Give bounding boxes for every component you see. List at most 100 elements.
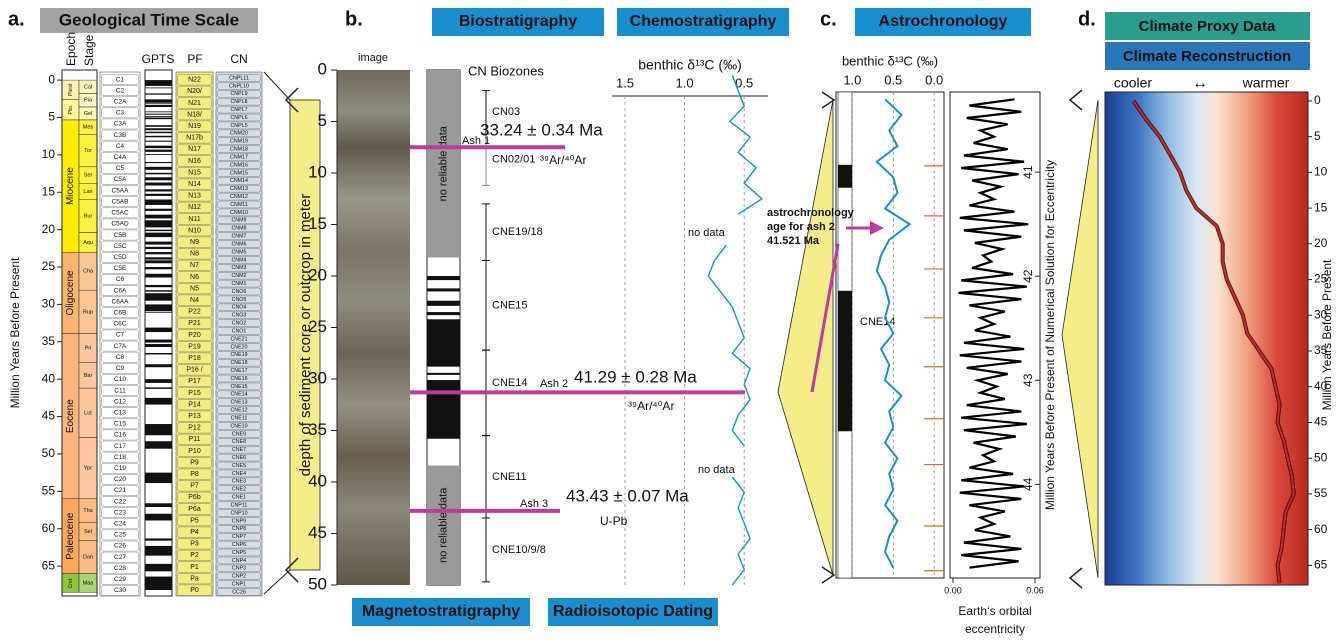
cn-zone-label: CNE20 xyxy=(230,344,247,350)
section-header: Magnetostratigraphy xyxy=(362,603,520,620)
cn-zone-label: CNPL9 xyxy=(230,91,247,97)
y-tick-label: 0 xyxy=(48,72,55,86)
pf-zone-label: N21 xyxy=(188,100,201,107)
chron-label: C7A xyxy=(114,343,127,350)
normal-polarity xyxy=(145,167,172,170)
y-axis-title: Million Years Before Present xyxy=(8,257,22,408)
normal-polarity xyxy=(145,103,172,104)
chron-label: C4A xyxy=(114,154,127,161)
normal-polarity xyxy=(145,93,172,94)
y-tick-label: 50 xyxy=(1314,450,1328,464)
stage-label: Aqu xyxy=(83,240,93,246)
stage-label: Lut xyxy=(84,410,92,416)
cn-zone-label: CNM18 xyxy=(230,147,248,153)
y-tick-label: 5 xyxy=(318,111,327,130)
reversed-polarity xyxy=(427,373,460,375)
no-data-label: no reliable data xyxy=(437,487,449,563)
ash-age: 33.24 ± 0.34 Ma xyxy=(480,120,603,139)
cn-zone-label: CNP10 xyxy=(230,510,247,516)
biozone-label: CNE19/18 xyxy=(492,226,543,238)
y-tick-label: 10 xyxy=(308,162,327,181)
normal-polarity xyxy=(145,312,172,313)
chron-label: C6 xyxy=(116,276,125,283)
pf-zone-label: P0 xyxy=(190,587,199,594)
pf-zone-label: N9 xyxy=(190,239,199,246)
reversed-polarity xyxy=(427,312,460,315)
legend-label: cooler xyxy=(1114,75,1152,91)
pf-zone-label: P21 xyxy=(188,320,201,327)
cn-zone-label: CNM2 xyxy=(231,273,246,279)
pf-zone-label: P14 xyxy=(188,401,201,408)
normal-polarity xyxy=(145,267,172,269)
biozone-bracket xyxy=(482,518,490,582)
normal-polarity xyxy=(145,173,172,174)
reversed-polarity xyxy=(427,288,460,291)
y-tick-label: 42 xyxy=(1021,269,1035,283)
chron-label: C5E xyxy=(114,265,127,272)
epoch-label: Paleocene xyxy=(65,512,76,560)
normal-polarity xyxy=(145,154,172,155)
epoch-label: Cret. xyxy=(68,577,74,588)
normal-polarity xyxy=(145,514,172,521)
cn-zone-label: CNE8 xyxy=(232,439,246,445)
cn-zone-label: CNE3 xyxy=(232,479,246,485)
ash-method: ³⁹Ar/⁴⁰Ar xyxy=(628,399,674,413)
chron-label: C11 xyxy=(114,387,126,394)
stage-label: Cal xyxy=(84,84,92,90)
pf-zone-label: P19 xyxy=(188,343,201,350)
cn-zone-label: CNM15 xyxy=(230,170,248,176)
x-axis-title: benthic δ¹³C (‰) xyxy=(842,53,938,68)
normal-polarity xyxy=(145,538,172,540)
biozone-label: CN03 xyxy=(492,106,520,118)
pf-zone-label: N6 xyxy=(190,274,199,281)
y-tick-label: 10 xyxy=(42,147,56,161)
x-tick-label: 0.0 xyxy=(925,72,943,87)
chron-label: C6A xyxy=(114,287,127,294)
pf-zone-label: N14 xyxy=(188,181,201,188)
cn-zone-label: CNPL11 xyxy=(229,75,249,81)
cn-zone-label: CNM1 xyxy=(231,281,246,287)
column-header: Epoch xyxy=(64,32,78,66)
y-tick-label: 35 xyxy=(308,420,327,439)
pf-zone-label: P3 xyxy=(190,541,199,548)
cn-zone-label: CNM20 xyxy=(230,131,248,137)
cn-zone-label: CNE17 xyxy=(230,368,247,374)
pf-zone-label: P18 xyxy=(188,355,201,362)
reversed-polarity xyxy=(427,276,460,280)
cn-zone-label: CNM17 xyxy=(230,154,248,160)
section-header: Chemostratigraphy xyxy=(630,13,777,30)
chron-label: C2A xyxy=(114,98,127,105)
normal-polarity xyxy=(145,132,172,133)
normal-polarity xyxy=(145,114,172,115)
epoch-label: Miocene xyxy=(65,167,76,205)
biozone-label: CNE10/9/8 xyxy=(492,544,546,556)
cn-zone-label: CNPL10 xyxy=(229,83,249,89)
chron-label: C5 xyxy=(116,165,125,172)
y-axis-title: Million Years Before Present xyxy=(1320,259,1334,410)
cn-zone-label: CNPL6 xyxy=(230,115,247,121)
normal-polarity xyxy=(838,165,852,188)
x-tick-label: 0.5 xyxy=(884,72,902,87)
chron-label: C3 xyxy=(116,110,125,117)
epoch-label: Eocene xyxy=(65,399,76,433)
normal-polarity xyxy=(145,117,172,119)
normal-polarity xyxy=(145,199,172,204)
y-tick-label: 50 xyxy=(308,574,327,593)
column-header: image xyxy=(358,52,388,64)
pf-zone-label: P4 xyxy=(190,529,199,536)
cn-zone-label: CNO1 xyxy=(232,328,247,334)
biozone-label: CN02/01 xyxy=(492,154,535,166)
chron-label: C5AD xyxy=(111,221,129,228)
normal-polarity xyxy=(145,111,172,112)
normal-polarity xyxy=(145,577,172,590)
cn-zone-label: CNM4 xyxy=(231,257,246,263)
y-tick-label: 30 xyxy=(308,368,327,387)
normal-polarity xyxy=(145,128,172,130)
normal-polarity xyxy=(145,141,172,142)
chron-label: C1 xyxy=(116,76,125,83)
cn-zone-label: CNE13 xyxy=(230,400,247,406)
pf-zone-label: N20/ xyxy=(187,88,202,95)
normal-polarity xyxy=(145,233,172,237)
chron-label: C3B xyxy=(114,132,127,139)
pf-zone-label: P5 xyxy=(190,517,199,524)
